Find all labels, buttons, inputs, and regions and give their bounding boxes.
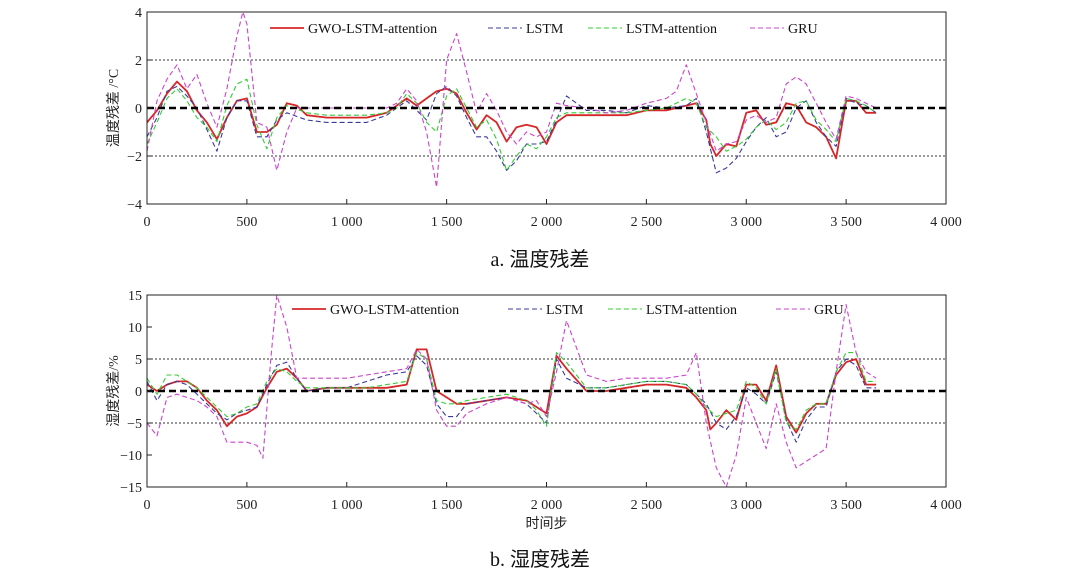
x-tick-label: 0 bbox=[144, 215, 151, 230]
x-tick-label: 3 000 bbox=[731, 498, 763, 513]
panel-a-temperature: 0 500 1 000 1 500 2 000 2 500 3 000 3 500 4 000 −… bbox=[106, 6, 962, 271]
x-tick-label: 3 500 bbox=[830, 215, 862, 230]
y-tick-label: −5 bbox=[127, 417, 142, 432]
x-tick-label: 500 bbox=[236, 498, 257, 513]
legend-label: LSTM-attention bbox=[646, 303, 737, 318]
y-tick-label: −4 bbox=[127, 198, 142, 213]
x-tick-label: 1 500 bbox=[431, 215, 463, 230]
series-line-lstm-attention bbox=[147, 352, 877, 430]
x-tick-label: 2 500 bbox=[631, 498, 663, 513]
x-tick-label: 2 000 bbox=[531, 498, 563, 513]
y-tick-label: 4 bbox=[135, 6, 142, 21]
x-tick-label: 1 000 bbox=[331, 498, 363, 513]
panel-caption: b. 湿度残差 bbox=[490, 548, 590, 571]
series-line-gru bbox=[147, 295, 877, 487]
series-line-lstm-attention bbox=[147, 78, 877, 171]
y-tick-label: −10 bbox=[120, 449, 142, 464]
x-tick-label: 4 000 bbox=[930, 215, 962, 230]
series-line-gru bbox=[147, 12, 877, 188]
y-tick-label: 10 bbox=[128, 321, 142, 336]
legend-label: GWO-LSTM-attention bbox=[330, 303, 459, 318]
x-axis-label: 时间步 bbox=[526, 516, 568, 532]
y-tick-label: 0 bbox=[135, 385, 142, 400]
y-axis-label: 温度残差 /°C bbox=[106, 69, 122, 147]
x-tick-label: 2 000 bbox=[531, 215, 563, 230]
legend: GWO-LSTM-attention LSTM LSTM-attention GRU bbox=[270, 22, 818, 37]
panel-b-humidity: 0 500 1 000 1 500 2 000 2 500 3 000 3 500 4 000 −… bbox=[106, 289, 962, 571]
series-line-gwo-lstm-attention bbox=[147, 348, 877, 434]
x-tick-label: 1 000 bbox=[331, 215, 363, 230]
x-tick-label: 2 500 bbox=[631, 215, 663, 230]
y-tick-label: 2 bbox=[135, 54, 142, 69]
x-tick-label: 3 000 bbox=[731, 215, 763, 230]
x-tick-label: 1 500 bbox=[431, 498, 463, 513]
x-tick-label: 0 bbox=[144, 498, 151, 513]
legend-label: LSTM bbox=[546, 303, 584, 318]
legend-label: GWO-LSTM-attention bbox=[308, 22, 437, 37]
series-line-lstm bbox=[147, 85, 877, 174]
legend: GWO-LSTM-attention LSTM LSTM-attention GRU bbox=[292, 303, 844, 318]
legend-label: GRU bbox=[788, 22, 818, 37]
legend-label: GRU bbox=[814, 303, 844, 318]
y-tick-label: 15 bbox=[128, 289, 142, 304]
y-tick-label: −15 bbox=[120, 481, 142, 496]
y-tick-label: −2 bbox=[127, 150, 142, 165]
legend-label: LSTM-attention bbox=[626, 22, 717, 37]
y-tick-label: 0 bbox=[135, 102, 142, 117]
x-tick-label: 3 500 bbox=[830, 498, 862, 513]
x-tick-label: 4 000 bbox=[930, 498, 962, 513]
panel-caption: a. 温度残差 bbox=[491, 248, 590, 271]
legend-label: LSTM bbox=[526, 22, 564, 37]
y-tick-label: 5 bbox=[135, 353, 142, 368]
x-tick-label: 500 bbox=[236, 215, 257, 230]
y-axis-label: 湿度残差/% bbox=[106, 355, 122, 427]
